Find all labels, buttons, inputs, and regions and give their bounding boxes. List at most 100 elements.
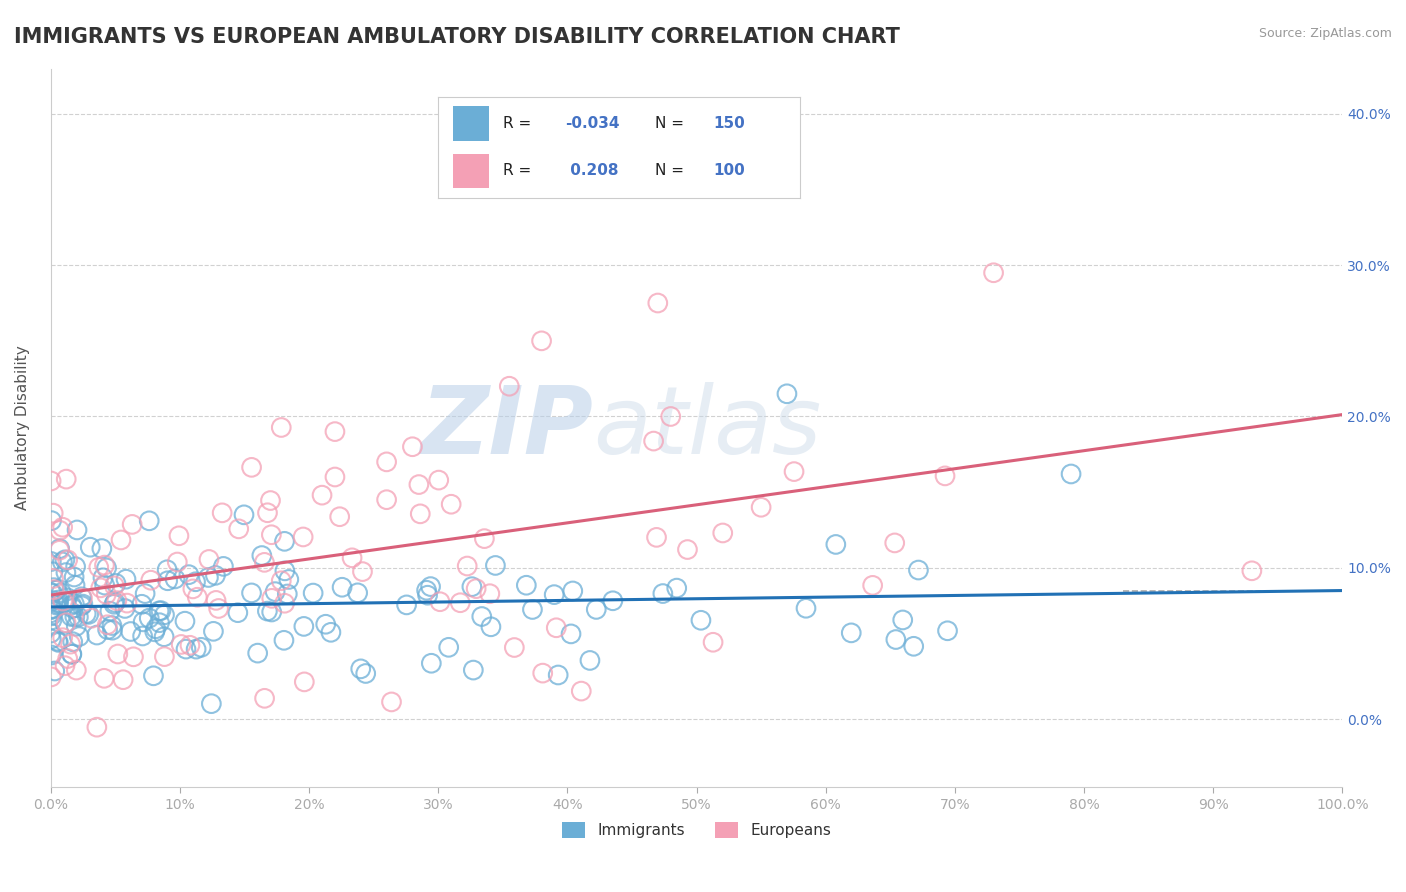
Point bbox=[101, 623, 124, 637]
Point bbox=[903, 640, 925, 654]
Point bbox=[48, 543, 70, 558]
Point bbox=[315, 617, 337, 632]
Point bbox=[70, 599, 93, 613]
Point bbox=[90, 581, 112, 595]
Point bbox=[350, 662, 373, 676]
Point bbox=[585, 602, 607, 616]
Point bbox=[63, 570, 86, 584]
Point bbox=[65, 559, 87, 574]
Point bbox=[65, 619, 87, 633]
Point bbox=[907, 563, 929, 577]
Point bbox=[103, 579, 125, 593]
Point bbox=[53, 616, 76, 631]
Point bbox=[39, 585, 62, 599]
Point bbox=[115, 596, 138, 610]
Point bbox=[41, 601, 63, 615]
Point bbox=[60, 647, 83, 661]
Point bbox=[87, 560, 110, 574]
Point bbox=[62, 634, 84, 648]
Point bbox=[177, 567, 200, 582]
Point bbox=[55, 615, 77, 630]
Point bbox=[253, 691, 276, 706]
Point bbox=[824, 537, 846, 551]
Point bbox=[131, 629, 153, 643]
Point bbox=[42, 565, 65, 579]
Point bbox=[101, 618, 124, 632]
Point bbox=[465, 582, 488, 596]
Point bbox=[645, 530, 668, 544]
Point bbox=[270, 420, 292, 434]
Point bbox=[302, 586, 325, 600]
Point bbox=[503, 640, 526, 655]
Point bbox=[60, 609, 83, 624]
Point bbox=[250, 549, 273, 563]
Point bbox=[145, 622, 167, 636]
Point bbox=[264, 584, 287, 599]
Point bbox=[105, 593, 128, 607]
Point bbox=[41, 586, 63, 600]
Point bbox=[547, 668, 569, 682]
Point bbox=[96, 587, 118, 601]
Point bbox=[204, 568, 226, 582]
Point bbox=[63, 597, 86, 611]
Point bbox=[184, 642, 207, 657]
Point bbox=[103, 597, 125, 611]
Point bbox=[48, 596, 70, 610]
Point bbox=[463, 663, 485, 677]
Point bbox=[579, 653, 602, 667]
Point bbox=[794, 601, 817, 615]
Point bbox=[60, 647, 83, 661]
Point bbox=[839, 625, 862, 640]
Point bbox=[52, 520, 75, 534]
Point bbox=[41, 613, 63, 627]
Point bbox=[114, 601, 136, 615]
Point bbox=[184, 574, 207, 589]
Point bbox=[104, 576, 127, 591]
Point bbox=[41, 648, 63, 662]
Point bbox=[478, 587, 501, 601]
Point bbox=[783, 465, 806, 479]
Point bbox=[395, 598, 418, 612]
Point bbox=[39, 632, 62, 646]
Point bbox=[202, 624, 225, 639]
Point bbox=[44, 664, 66, 678]
Point bbox=[66, 523, 89, 537]
Point bbox=[98, 604, 121, 618]
Point bbox=[156, 574, 179, 588]
Text: Source: ZipAtlas.com: Source: ZipAtlas.com bbox=[1258, 27, 1392, 40]
Point bbox=[891, 613, 914, 627]
Point bbox=[148, 615, 170, 630]
Point bbox=[420, 657, 443, 671]
Point bbox=[153, 649, 176, 664]
Point bbox=[273, 596, 295, 610]
Point bbox=[115, 572, 138, 586]
Point bbox=[91, 571, 114, 585]
Point bbox=[86, 628, 108, 642]
Point bbox=[121, 517, 143, 532]
Point bbox=[49, 524, 72, 538]
Point bbox=[711, 525, 734, 540]
Point bbox=[96, 561, 118, 575]
Point bbox=[122, 649, 145, 664]
Point bbox=[260, 527, 283, 541]
Point bbox=[139, 573, 162, 587]
Point bbox=[198, 552, 221, 566]
Point bbox=[42, 581, 65, 595]
Point bbox=[456, 559, 478, 574]
Point bbox=[120, 624, 142, 639]
Y-axis label: Ambulatory Disability: Ambulatory Disability bbox=[15, 345, 30, 510]
Point bbox=[211, 506, 233, 520]
Point bbox=[884, 632, 907, 647]
Point bbox=[42, 593, 65, 607]
Point bbox=[45, 583, 67, 598]
Point bbox=[246, 646, 269, 660]
Point bbox=[55, 595, 77, 609]
Point bbox=[63, 609, 86, 624]
Point bbox=[270, 574, 292, 588]
Point bbox=[240, 586, 263, 600]
Point bbox=[153, 630, 176, 644]
Point bbox=[197, 570, 219, 584]
Point bbox=[330, 580, 353, 594]
Point bbox=[415, 583, 437, 598]
Point bbox=[429, 595, 451, 609]
